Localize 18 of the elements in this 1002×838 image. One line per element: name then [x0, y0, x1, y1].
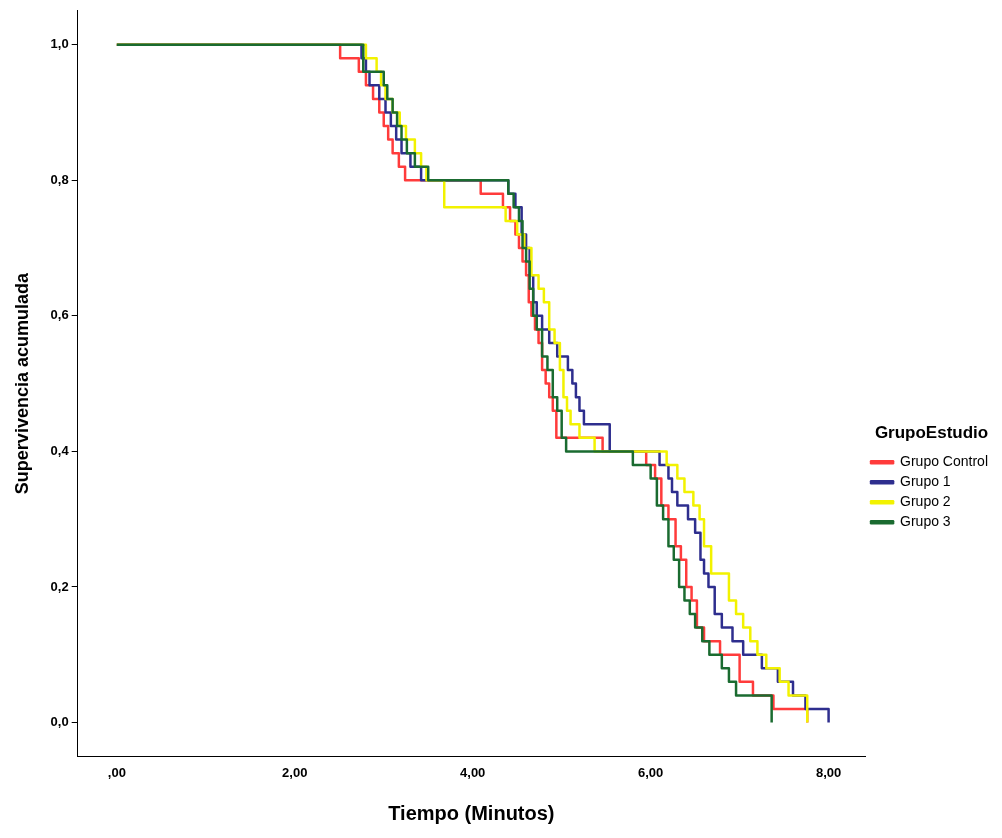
- legend-label: Grupo Control: [900, 453, 989, 470]
- y-axis-title: Supervivencia acumulada: [11, 272, 32, 495]
- x-axis-title: Tiempo (Minutos): [388, 801, 555, 824]
- y-tick-label: 0,8: [50, 171, 69, 187]
- x-tick-label: 4,00: [460, 764, 486, 780]
- y-tick-label: 0,6: [50, 307, 69, 323]
- y-tick-label: 1,0: [50, 36, 69, 52]
- x-tick-label: 2,00: [282, 764, 308, 780]
- x-tick-label: 6,00: [637, 764, 664, 780]
- y-tick-label: 0,0: [50, 714, 69, 730]
- legend-label: Grupo 2: [900, 493, 951, 510]
- x-tick-label: 8,00: [815, 764, 842, 780]
- y-tick-label: 0,2: [50, 578, 69, 594]
- x-tick-label: ,00: [107, 764, 126, 780]
- legend-title: GrupoEstudio: [874, 422, 989, 442]
- legend-label: Grupo 1: [900, 473, 951, 490]
- legend-label: Grupo 3: [900, 513, 951, 530]
- y-tick-label: 0,4: [50, 442, 70, 458]
